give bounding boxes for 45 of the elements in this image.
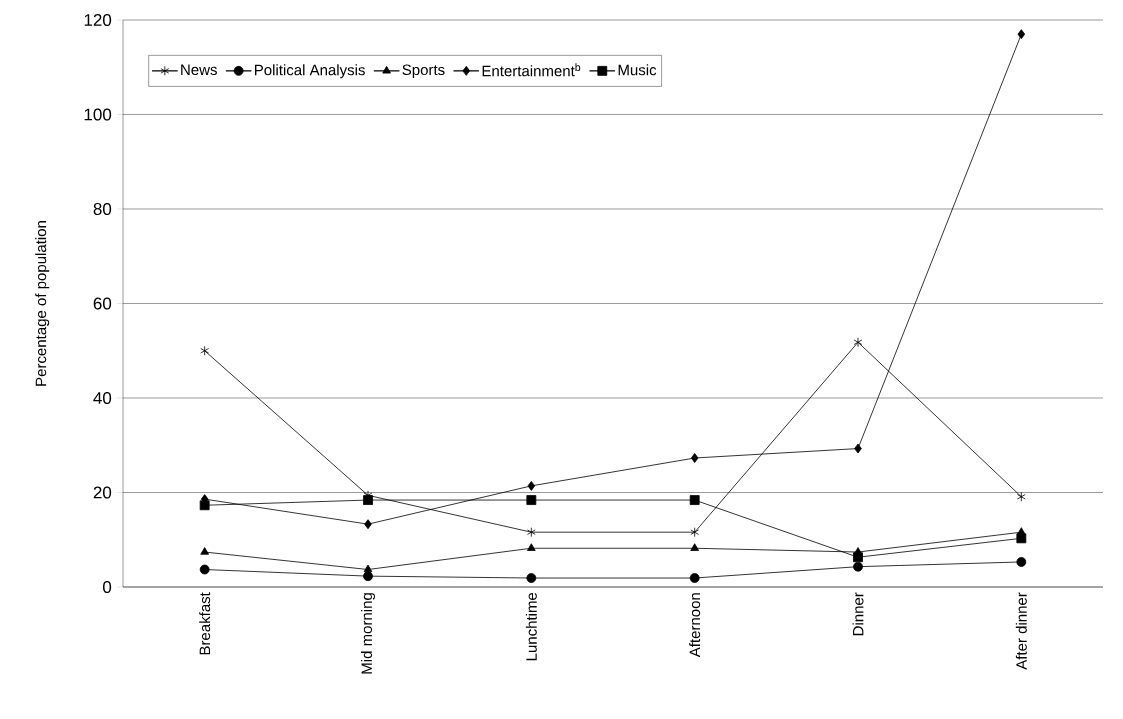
point xyxy=(527,480,536,491)
point xyxy=(527,527,536,538)
legend-label: Entertainment$^{b}$ xyxy=(482,63,581,77)
point xyxy=(1016,557,1027,567)
y-axis-title: Percentage of population xyxy=(35,221,50,386)
legend-label: Political Analysis xyxy=(255,64,365,79)
point xyxy=(1016,533,1027,544)
point xyxy=(690,453,699,463)
point xyxy=(200,547,209,555)
point xyxy=(526,495,537,505)
point xyxy=(200,345,209,356)
y-tick-label: 80 xyxy=(93,202,112,216)
point xyxy=(690,527,699,538)
point xyxy=(853,552,863,563)
y-tick-label: 0 xyxy=(103,580,112,594)
y-tick-label: 100 xyxy=(84,108,112,121)
x-tick-label: Dinner xyxy=(852,592,864,636)
x-tick-label: After dinner xyxy=(1015,592,1027,670)
point xyxy=(364,519,372,530)
y-tick-label: 40 xyxy=(93,391,112,405)
point xyxy=(363,495,373,505)
x-tick-label: Afternoon xyxy=(689,593,701,658)
point xyxy=(363,564,373,573)
point xyxy=(526,573,537,583)
point xyxy=(527,543,536,551)
point xyxy=(363,571,373,582)
point xyxy=(853,561,863,572)
point xyxy=(1017,29,1026,40)
point xyxy=(690,543,699,551)
point xyxy=(1017,491,1026,502)
legend-label: Sports xyxy=(402,64,445,79)
point xyxy=(689,573,700,583)
x-tick-label: Mid morning xyxy=(361,593,375,674)
point xyxy=(689,495,700,505)
point xyxy=(854,443,862,454)
x-tick-label: Lunchtime xyxy=(525,592,537,661)
point xyxy=(199,564,210,575)
point xyxy=(853,337,863,348)
point xyxy=(199,500,210,511)
legend-label: News xyxy=(181,64,217,76)
y-tick-label: 60 xyxy=(93,297,112,310)
y-tick-label: 20 xyxy=(93,486,112,499)
legend-label: Music xyxy=(618,64,657,76)
x-tick-label: Breakfast xyxy=(199,592,211,655)
y-tick-label: 120 xyxy=(84,13,112,27)
